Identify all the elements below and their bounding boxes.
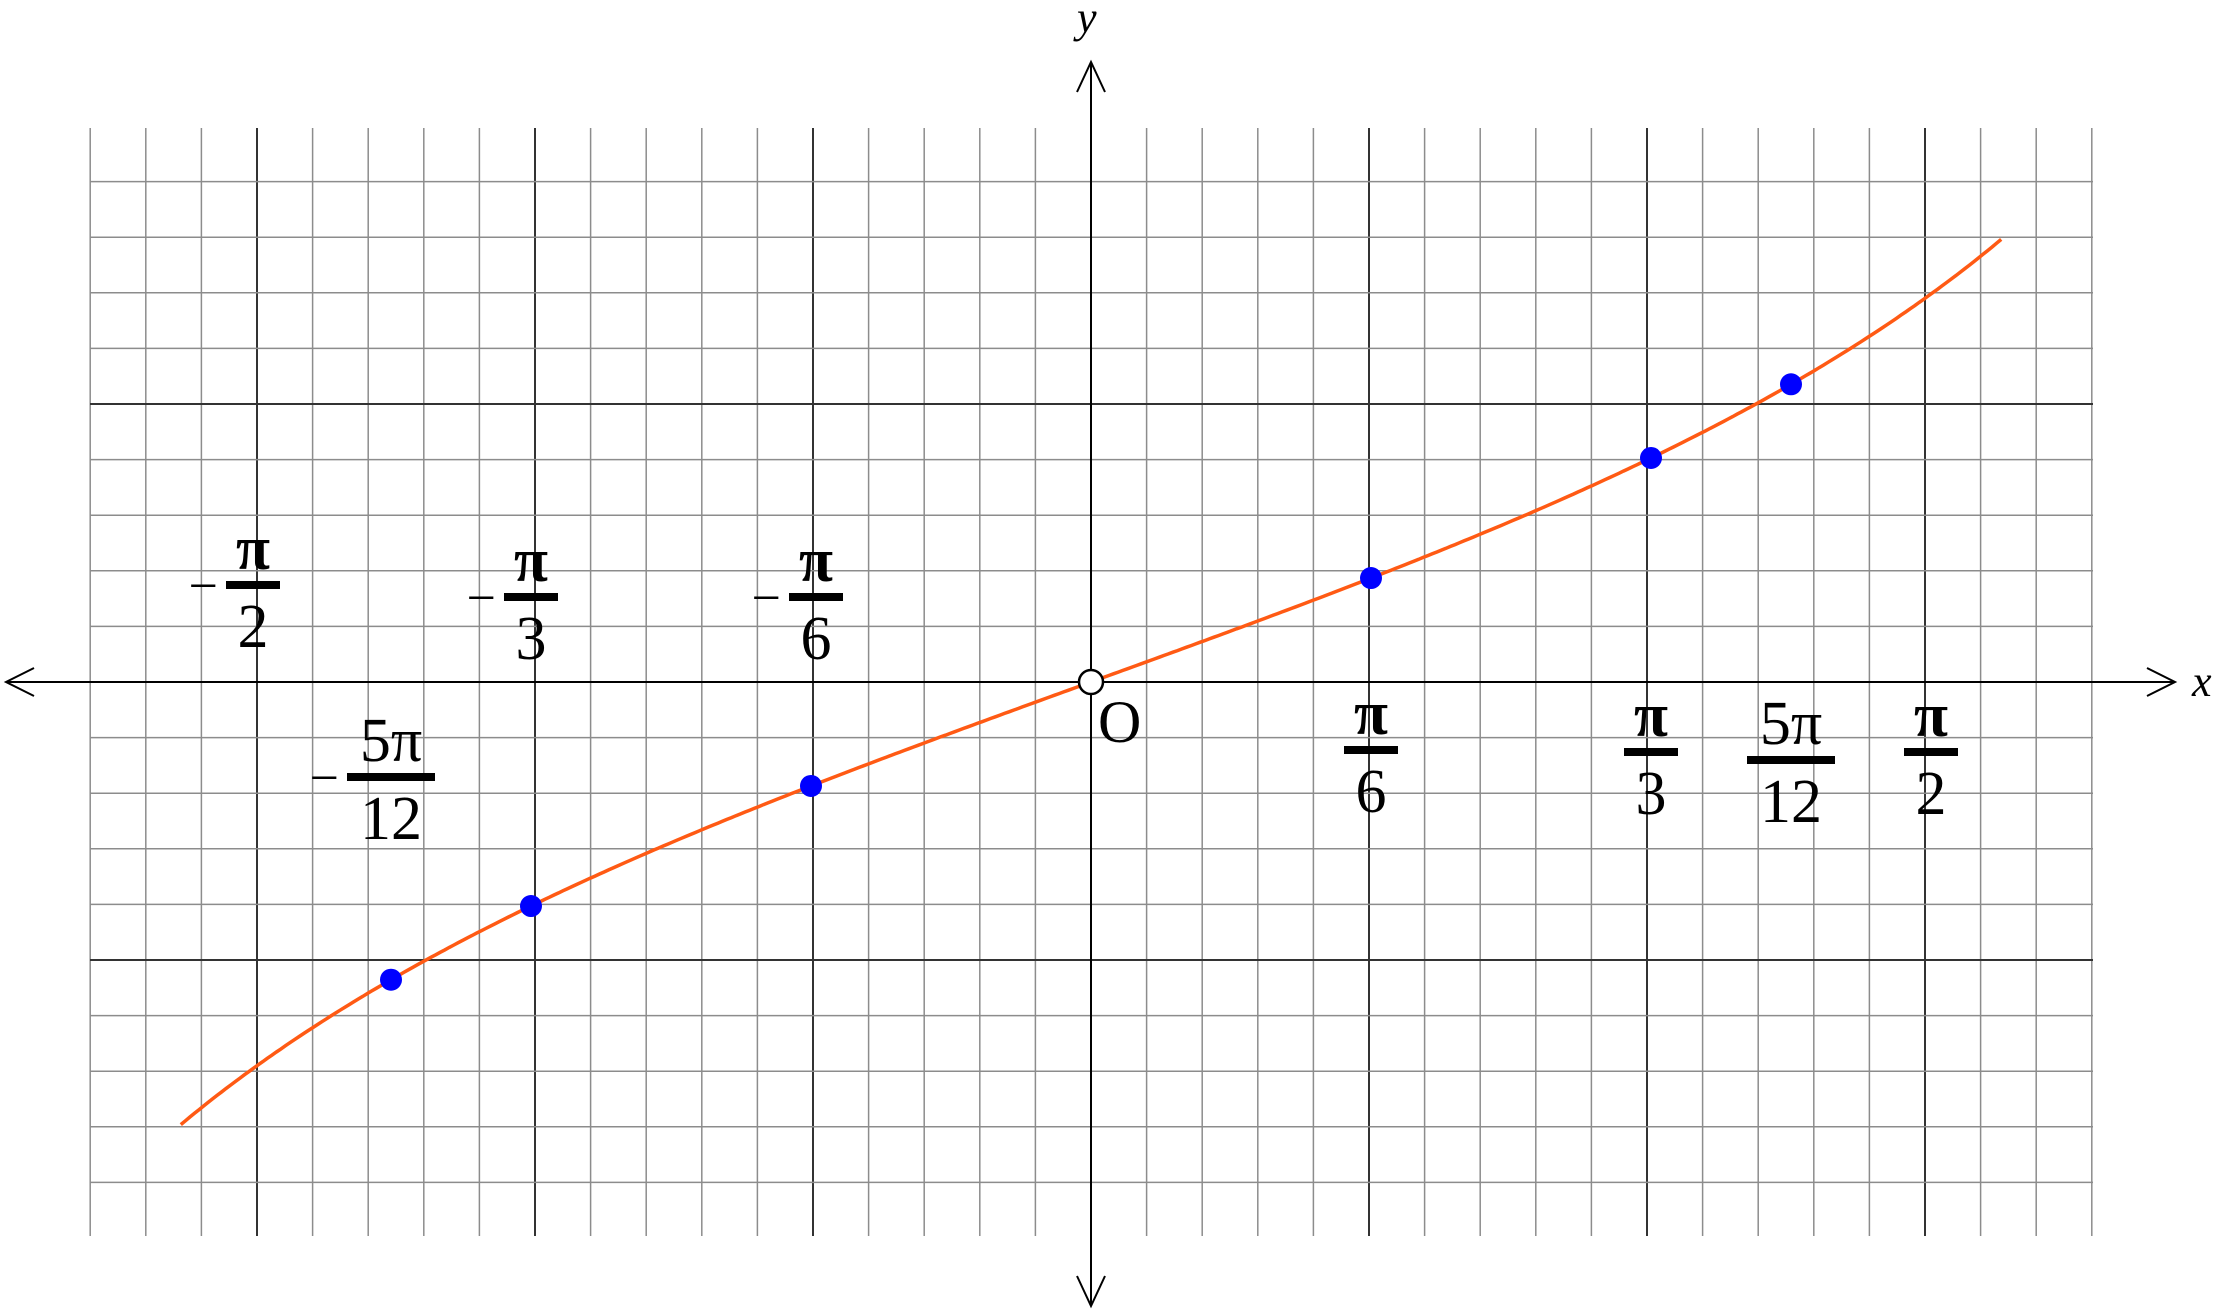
x-tick-label: π 2− <box>189 515 280 661</box>
x-axis-left-arrow <box>3 667 35 697</box>
data-point <box>1640 446 1663 469</box>
tick-label-denominator: 6 <box>1356 758 1387 826</box>
fraction-bar <box>1747 756 1836 764</box>
fraction-bar <box>225 581 280 589</box>
tick-label-denominator: 12 <box>360 785 422 853</box>
fraction-bar <box>1904 748 1959 756</box>
data-point-origin <box>1077 668 1105 696</box>
y-axis-label: y <box>1073 0 1097 42</box>
tick-label-numerator: π <box>799 527 833 595</box>
tick-label-sign: − <box>467 570 496 627</box>
data-point <box>1780 373 1803 396</box>
data-point <box>1360 567 1383 590</box>
data-points <box>379 373 1803 991</box>
x-axis-right-arrow <box>2146 667 2178 697</box>
x-axis-label: x <box>2191 657 2212 706</box>
tick-label-denominator: 2 <box>237 593 268 661</box>
fraction-bar <box>1624 748 1679 756</box>
tick-label-denominator: 3 <box>515 605 546 673</box>
x-tick-label: 5π 12− <box>310 707 435 853</box>
fraction-bar <box>503 593 558 601</box>
fraction-bar <box>1344 746 1399 754</box>
x-tick-label: π 3− <box>467 527 558 673</box>
data-point <box>799 774 822 797</box>
data-point <box>379 968 402 991</box>
tick-label-numerator: π <box>236 515 270 583</box>
x-tick-label: π6 <box>1344 680 1399 826</box>
tick-label-denominator: 3 <box>1636 760 1667 828</box>
tick-label-numerator: π <box>514 527 548 595</box>
y-axis-up-arrow <box>1076 59 1106 93</box>
fraction-bar <box>346 773 435 781</box>
tick-label-numerator: π <box>1914 682 1948 750</box>
tick-label-numerator: 5π <box>1760 690 1822 758</box>
origin-label: O <box>1098 689 1141 755</box>
tick-label-denominator: 2 <box>1916 760 1947 828</box>
data-point <box>519 895 542 918</box>
tick-label-numerator: π <box>1634 682 1668 750</box>
tick-label-numerator: π <box>1354 680 1388 748</box>
axes: x y O <box>3 0 2212 1309</box>
x-tick-label: π 6− <box>752 527 843 673</box>
tick-label-numerator: 5π <box>360 707 422 775</box>
tick-label-sign: − <box>752 570 781 627</box>
tick-label-sign: − <box>189 558 218 615</box>
x-tick-label: π3 <box>1624 682 1679 828</box>
tick-label-sign: − <box>310 750 339 807</box>
fraction-bar <box>788 593 843 601</box>
x-tick-label: π2 <box>1904 682 1959 828</box>
tick-label-denominator: 12 <box>1760 768 1822 836</box>
y-axis-down-arrow <box>1076 1275 1106 1309</box>
tick-label-denominator: 6 <box>800 605 831 673</box>
